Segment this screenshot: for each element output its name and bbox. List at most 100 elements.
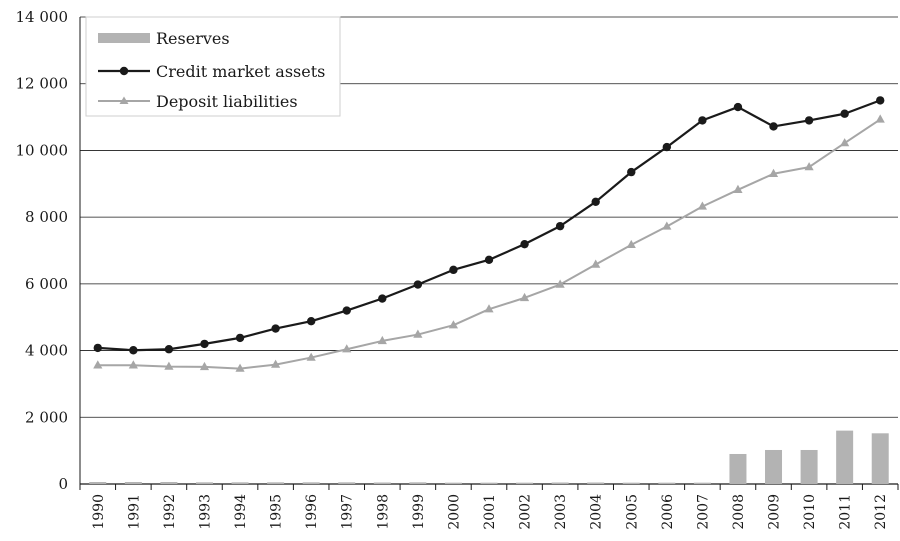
bar-reserves — [302, 482, 320, 484]
bar-reserves — [409, 482, 427, 484]
legend-marker-deposit — [119, 96, 129, 104]
bar-reserves — [160, 481, 178, 484]
x-tick-label: 1994 — [233, 494, 249, 530]
point-deposit-liabilities — [199, 361, 210, 371]
point-credit-market-assets — [555, 221, 565, 231]
point-credit-market-assets — [164, 345, 174, 354]
point-credit-market-assets — [733, 102, 743, 112]
x-tick-label: 1997 — [340, 494, 356, 530]
point-deposit-liabilities — [342, 344, 352, 353]
point-credit-market-assets — [342, 306, 351, 315]
point-deposit-liabilities — [875, 114, 885, 123]
point-deposit-liabilities — [555, 279, 565, 288]
point-deposit-liabilities — [733, 184, 743, 193]
x-tick-label: 1990 — [91, 494, 107, 530]
point-deposit-liabilities — [235, 363, 245, 372]
x-tick-label: 2010 — [802, 494, 818, 530]
y-tick-label: 8 000 — [25, 208, 68, 226]
bar-reserves — [587, 482, 605, 484]
y-tick-label: 0 — [58, 475, 68, 493]
point-deposit-liabilities — [626, 239, 636, 249]
bar-reserves — [444, 482, 462, 484]
y-tick-label: 6 000 — [25, 275, 68, 293]
x-tick-label: 2007 — [695, 494, 711, 530]
point-credit-market-assets — [271, 324, 280, 333]
point-credit-market-assets — [200, 339, 209, 349]
y-tick-label: 2 000 — [25, 408, 68, 426]
point-deposit-liabilities — [377, 335, 387, 345]
point-deposit-liabilities — [413, 329, 423, 338]
x-tick-label: 1995 — [269, 494, 285, 530]
y-tick-label: 4 000 — [25, 342, 68, 360]
point-credit-market-assets — [129, 346, 138, 355]
series-lines — [93, 96, 885, 372]
point-deposit-liabilities — [768, 168, 779, 177]
point-credit-market-assets — [804, 116, 814, 125]
bar-reserves — [658, 482, 676, 484]
line-credit-market-assets — [97, 99, 881, 352]
bar-reserves — [765, 449, 783, 484]
x-tick-label: 2011 — [838, 494, 854, 530]
point-deposit-liabilities — [271, 359, 281, 368]
bar-reserves — [551, 482, 569, 484]
legend-marker-credit — [119, 66, 129, 76]
x-tick-label: 2006 — [660, 494, 676, 530]
x-tick-label: 2002 — [518, 494, 534, 530]
legend-label-credit-market-assets: Credit market assets — [156, 62, 325, 81]
bar-reserves — [338, 482, 356, 484]
point-deposit-liabilities — [128, 360, 138, 369]
legend-swatch-reserves — [98, 33, 150, 43]
bar-reserves — [693, 482, 711, 484]
point-deposit-liabilities — [591, 259, 601, 268]
point-credit-market-assets — [378, 294, 387, 303]
point-credit-market-assets — [413, 280, 423, 289]
point-credit-market-assets — [484, 255, 494, 265]
bar-reserves — [124, 481, 142, 484]
point-deposit-liabilities — [484, 304, 494, 313]
bar-reserves — [516, 482, 534, 484]
point-credit-market-assets — [769, 122, 778, 131]
bar-reserves — [231, 482, 249, 484]
x-axis-ticks: 1990 1991 1992 1993 1994 1995 1996 1997 1998 1999… — [79, 484, 899, 530]
point-credit-market-assets — [306, 317, 316, 326]
bar-reserves — [480, 482, 498, 484]
x-tick-label: 1993 — [197, 494, 213, 530]
bar-reserves — [836, 430, 854, 484]
x-tick-label: 2009 — [767, 494, 783, 530]
bar-reserves — [729, 453, 747, 484]
point-credit-market-assets — [698, 116, 707, 125]
point-credit-market-assets — [627, 167, 636, 177]
point-deposit-liabilities — [448, 320, 459, 329]
bar-reserves — [871, 433, 889, 484]
point-credit-market-assets — [840, 109, 849, 118]
y-axis-ticks: 0 2 000 4 000 6 000 8 000 10 000 12 000 14 000 — [16, 8, 69, 493]
x-tick-label: 2005 — [624, 494, 640, 530]
x-tick-label: 1991 — [126, 494, 142, 530]
line-deposit-liabilities — [97, 118, 881, 370]
legend-label-reserves: Reserves — [156, 29, 230, 48]
point-credit-market-assets — [449, 265, 458, 275]
x-tick-label: 1996 — [304, 494, 320, 530]
point-deposit-liabilities — [662, 221, 672, 230]
legend: Reserves Credit market assets Deposit li… — [85, 16, 341, 117]
x-tick-label: 2003 — [553, 494, 569, 530]
point-deposit-liabilities — [804, 162, 814, 171]
point-deposit-liabilities — [840, 138, 850, 147]
point-credit-market-assets — [876, 96, 885, 105]
bar-reserves — [622, 482, 640, 484]
y-tick-label: 10 000 — [16, 141, 69, 159]
legend-label-deposit-liabilities: Deposit liabilities — [156, 92, 298, 111]
bar-reserves — [267, 482, 285, 484]
x-tick-label: 2000 — [446, 494, 462, 530]
y-tick-label: 14 000 — [16, 8, 69, 26]
point-deposit-liabilities — [93, 360, 103, 369]
x-tick-label: 2001 — [482, 494, 498, 530]
bar-reserves — [89, 481, 107, 484]
reserves-bars — [89, 430, 889, 484]
x-tick-label: 1999 — [411, 494, 427, 530]
bar-reserves — [195, 482, 213, 484]
x-tick-label: 2004 — [589, 494, 605, 530]
point-credit-market-assets — [520, 239, 529, 249]
point-credit-market-assets — [93, 343, 102, 353]
point-deposit-liabilities — [519, 292, 530, 302]
